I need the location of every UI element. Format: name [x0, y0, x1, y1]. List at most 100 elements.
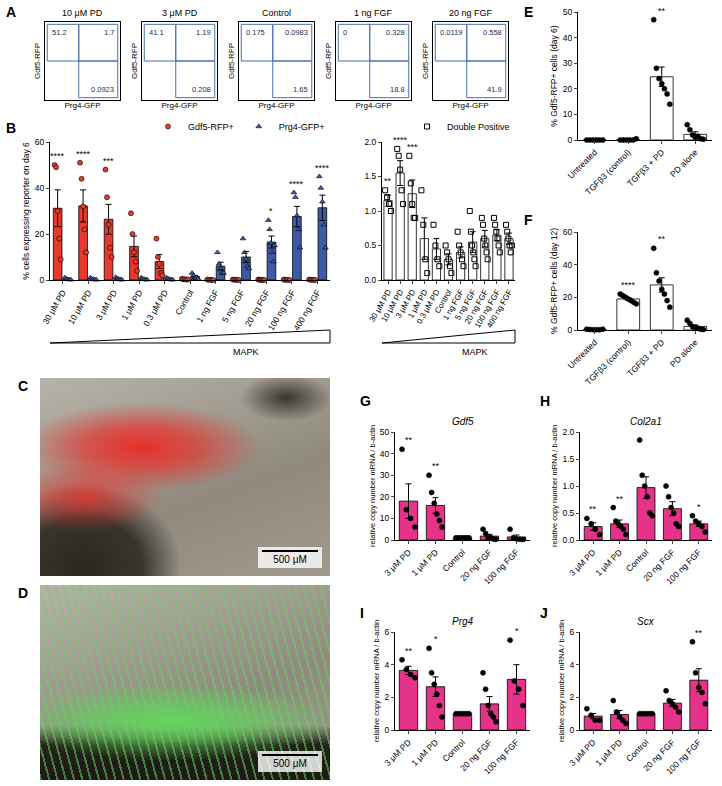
svg-text:1.7: 1.7: [104, 28, 114, 37]
svg-text:Col2a1: Col2a1: [630, 416, 662, 427]
svg-text:6: 6: [570, 627, 575, 637]
svg-text:2.0: 2.0: [562, 427, 574, 437]
svg-text:1.19: 1.19: [196, 28, 211, 37]
svg-text:6: 6: [385, 627, 390, 637]
svg-text:****: ****: [50, 151, 65, 161]
svg-text:50: 50: [380, 427, 390, 437]
svg-text:****: ****: [315, 163, 330, 173]
svg-text:Control: Control: [440, 547, 467, 574]
svg-text:TGFβ3 + PD: TGFβ3 + PD: [625, 147, 666, 188]
svg-text:relative copy number mRNA / b-: relative copy number mRNA / b-actin: [368, 425, 377, 547]
svg-text:20 ng FGF: 20 ng FGF: [463, 288, 490, 326]
svg-text:****: ****: [621, 280, 636, 290]
svg-text:1 μM PD: 1 μM PD: [409, 737, 440, 768]
svg-text:**: **: [384, 176, 392, 186]
svg-text:18.8: 18.8: [390, 85, 405, 94]
svg-text:100 ng FGF: 100 ng FGF: [473, 288, 502, 330]
svg-text:3 μM PD: 3 μM PD: [94, 288, 119, 322]
svg-text:TGFβ3 (control): TGFβ3 (control): [583, 147, 633, 197]
svg-text:Prg4-GFP: Prg4-GFP: [64, 101, 100, 110]
svg-text:1 ng FGF: 1 ng FGF: [441, 288, 466, 322]
svg-text:relative copy number mRNA / b-: relative copy number mRNA / b-actin: [550, 425, 559, 547]
svg-text:41.1: 41.1: [149, 28, 164, 37]
svg-text:20: 20: [380, 492, 390, 502]
svg-text:30 μM PD: 30 μM PD: [368, 288, 394, 324]
svg-text:0.0: 0.0: [364, 275, 376, 285]
svg-text:**: **: [405, 435, 413, 445]
svg-text:0: 0: [385, 535, 390, 545]
svg-text:***: ***: [407, 142, 418, 152]
svg-text:3 μM PD: 3 μM PD: [382, 547, 413, 578]
svg-text:G: G: [360, 393, 371, 409]
svg-text:20 ng FGF: 20 ng FGF: [449, 8, 493, 18]
svg-text:1.0: 1.0: [562, 481, 574, 491]
svg-text:Control: Control: [433, 288, 454, 315]
svg-text:Gdf5-RFP: Gdf5-RFP: [324, 43, 333, 79]
svg-text:Gdf5-RFP: Gdf5-RFP: [227, 43, 236, 79]
svg-text:0.5: 0.5: [364, 240, 376, 250]
svg-text:**: **: [695, 628, 703, 638]
svg-text:Gdf5-RFP: Gdf5-RFP: [130, 43, 139, 79]
svg-text:1 μM PD: 1 μM PD: [593, 737, 624, 768]
svg-text:1 ng FGF: 1 ng FGF: [354, 8, 393, 18]
svg-text:20 ng FGF: 20 ng FGF: [641, 737, 677, 773]
svg-text:0: 0: [385, 725, 390, 735]
svg-text:4: 4: [570, 660, 575, 670]
svg-text:2.0: 2.0: [364, 137, 376, 147]
svg-text:Double Positive: Double Positive: [447, 122, 510, 132]
svg-text:**: **: [432, 461, 440, 471]
svg-text:% Gdf5-RFP+ cells (day 6): % Gdf5-RFP+ cells (day 6): [549, 25, 559, 126]
svg-text:**: **: [589, 504, 597, 514]
svg-text:% cells expressing reporter on: % cells expressing reporter on day 6: [21, 142, 31, 280]
svg-text:F: F: [524, 212, 533, 228]
svg-text:Prg4-GFP: Prg4-GFP: [161, 101, 197, 110]
svg-text:**: **: [405, 646, 413, 656]
svg-text:Scx: Scx: [637, 616, 655, 627]
svg-text:****: ****: [289, 179, 304, 189]
svg-text:0: 0: [343, 28, 347, 37]
svg-text:3 μM PD: 3 μM PD: [394, 288, 418, 320]
svg-text:*: *: [269, 206, 273, 216]
svg-text:0.0983: 0.0983: [285, 28, 308, 37]
svg-text:B: B: [6, 120, 16, 136]
svg-text:2: 2: [385, 692, 390, 702]
svg-text:1 μM PD: 1 μM PD: [119, 288, 144, 322]
svg-text:30: 30: [563, 58, 573, 68]
svg-text:Gdf5-RFP: Gdf5-RFP: [421, 43, 430, 79]
svg-text:10: 10: [380, 513, 390, 523]
svg-text:Control: Control: [624, 737, 651, 764]
svg-text:J: J: [540, 605, 548, 621]
svg-text:% Gdf5-RFP+ cells (day 12): % Gdf5-RFP+ cells (day 12): [549, 228, 559, 334]
svg-text:Control: Control: [440, 737, 467, 764]
svg-text:20: 20: [563, 84, 573, 94]
svg-text:0.0119: 0.0119: [440, 28, 462, 37]
svg-text:0: 0: [40, 275, 45, 285]
svg-text:PD alone: PD alone: [668, 147, 700, 179]
svg-text:40: 40: [35, 183, 45, 193]
svg-text:3 μM PD: 3 μM PD: [567, 547, 598, 578]
svg-text:3 μM PD: 3 μM PD: [567, 737, 598, 768]
svg-text:Gdf5-RFP: Gdf5-RFP: [33, 43, 42, 79]
svg-text:40: 40: [380, 449, 390, 459]
svg-text:41.9: 41.9: [487, 85, 502, 94]
svg-text:relative copy number mRNA / b-: relative copy number mRNA / b-actin: [372, 620, 381, 742]
svg-text:Gdf5: Gdf5: [452, 416, 474, 427]
svg-text:40: 40: [563, 33, 573, 43]
svg-text:Untreated: Untreated: [566, 147, 600, 181]
svg-text:40: 40: [563, 260, 573, 270]
svg-text:Control: Control: [173, 288, 195, 317]
svg-text:0.3 μM PD: 0.3 μM PD: [141, 288, 170, 328]
svg-text:Prg4-GFP: Prg4-GFP: [452, 101, 488, 110]
svg-text:MAPK: MAPK: [462, 347, 488, 357]
svg-text:10: 10: [563, 109, 573, 119]
svg-text:51.2: 51.2: [52, 28, 67, 37]
svg-text:0.0923: 0.0923: [91, 85, 114, 94]
svg-text:0.5: 0.5: [562, 508, 574, 518]
svg-text:*: *: [515, 626, 519, 636]
svg-text:***: ***: [103, 156, 114, 166]
svg-text:1 μM PD: 1 μM PD: [593, 547, 624, 578]
svg-text:PD alone: PD alone: [668, 337, 700, 369]
svg-text:1.0: 1.0: [364, 206, 376, 216]
svg-text:4: 4: [385, 660, 390, 670]
svg-text:400 ng FGF: 400 ng FGF: [485, 288, 514, 330]
